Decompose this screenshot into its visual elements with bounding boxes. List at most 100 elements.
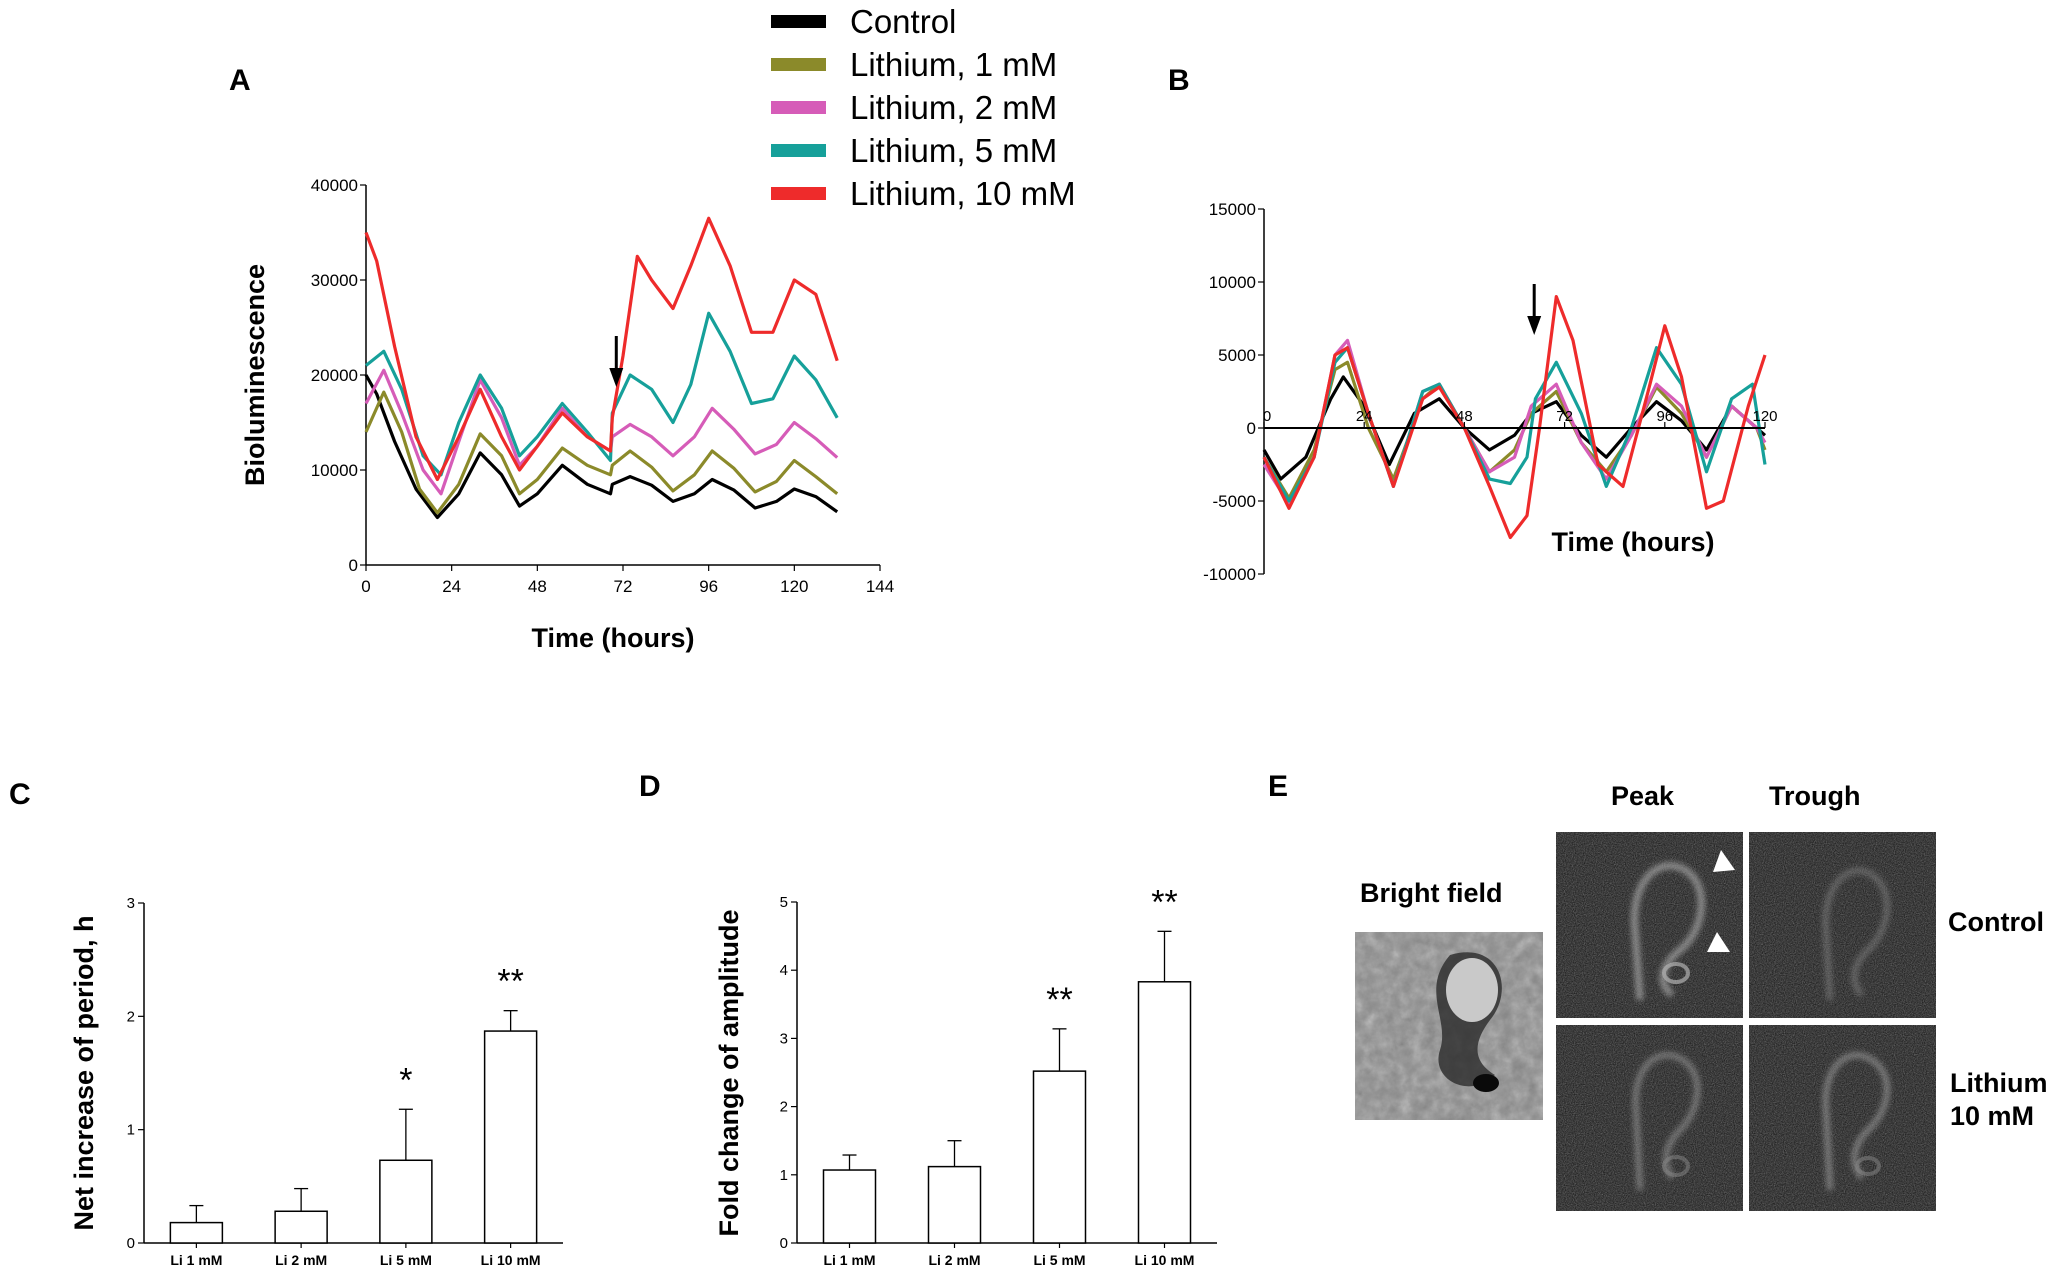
legend-label: Lithium, 1 mM <box>850 46 1057 83</box>
category-label: Li 5 mM <box>1033 1252 1085 1268</box>
x-tick-label: 48 <box>528 577 547 596</box>
legend-swatch <box>771 101 826 114</box>
treatment-arrowhead <box>609 368 624 387</box>
bar <box>169 1221 224 1244</box>
x-tick-label: 24 <box>442 577 461 596</box>
bar <box>483 1030 538 1244</box>
y-tick-label: 3 <box>127 895 135 912</box>
bright-field-image <box>1355 932 1543 1120</box>
arrowhead-marker <box>1713 850 1735 872</box>
legend-swatch <box>771 187 826 200</box>
y-tick-label: -10000 <box>1203 565 1256 584</box>
legend-label: Lithium, 5 mM <box>850 132 1057 169</box>
lithium-row-label: Lithium <box>1950 1068 2047 1098</box>
y-tick-label: 1 <box>127 1122 135 1139</box>
legend-swatch <box>771 15 826 28</box>
panel-letter-e: E <box>1268 770 1288 803</box>
x-axis-label: Time (hours) <box>1551 527 1714 557</box>
y-tick-label: 10000 <box>311 461 358 480</box>
y-tick-label: 20000 <box>311 366 358 385</box>
bar <box>379 1159 433 1244</box>
panel-letter-d: D <box>639 770 661 803</box>
x-tick-label: 0 <box>361 577 370 596</box>
peak-label: Peak <box>1611 781 1675 811</box>
category-label: Li 5 mM <box>380 1252 432 1268</box>
legend-label: Lithium, 10 mM <box>850 175 1076 212</box>
arrowhead-marker <box>1707 932 1730 952</box>
x-tick-label: 120 <box>1752 408 1777 425</box>
legend: Control Lithium, 1 mM Lithium, 2 mM Lithium… <box>771 3 1076 212</box>
y-tick-label: 5 <box>780 894 788 911</box>
y-tick-label: 0 <box>127 1235 135 1252</box>
legend-swatch <box>771 144 826 157</box>
bar <box>1032 1070 1087 1244</box>
y-tick-label: 0 <box>1247 419 1256 438</box>
significance-marker: * <box>399 1061 412 1099</box>
x-axis-label: Time (hours) <box>531 623 694 653</box>
bar <box>822 1169 877 1244</box>
category-label: Li 2 mM <box>275 1252 327 1268</box>
y-tick-label: 4 <box>780 962 788 979</box>
x-tick-label: 24 <box>1356 408 1373 425</box>
y-tick-label: 2 <box>127 1008 135 1025</box>
bar <box>274 1210 328 1244</box>
series-line <box>364 374 839 520</box>
treatment-arrowhead <box>1527 316 1542 335</box>
y-tick-label: 30000 <box>311 271 358 290</box>
significance-marker: ** <box>497 963 523 1001</box>
panel-e: Bright field Peak Trough Control Lithium… <box>1355 781 2047 1211</box>
y-tick-label: 40000 <box>311 176 358 195</box>
legend-swatch <box>771 58 826 71</box>
y-tick-label: -5000 <box>1213 492 1256 511</box>
x-tick-label: 0 <box>1263 408 1271 425</box>
legend-label: Control <box>850 3 956 40</box>
lithium-concentration-label: 10 mM <box>1950 1101 2034 1131</box>
panel-letter-c: C <box>9 778 31 811</box>
image-lithium-trough <box>1749 1025 1936 1211</box>
x-tick-label: 96 <box>1656 408 1673 425</box>
x-tick-label: 48 <box>1456 408 1473 425</box>
y-tick-label: 10000 <box>1209 273 1256 292</box>
y-tick-label: 0 <box>780 1235 788 1252</box>
category-label: Li 2 mM <box>928 1252 980 1268</box>
y-axis-label: Bioluminescence <box>240 264 270 486</box>
series-line <box>1262 295 1767 540</box>
category-label: Li 10 mM <box>481 1252 541 1268</box>
bright-field-label: Bright field <box>1360 878 1503 908</box>
panel-letter-b: B <box>1168 64 1190 97</box>
category-label: Li 1 mM <box>823 1252 875 1268</box>
series-line <box>364 390 839 515</box>
panel-letter-a: A <box>229 64 251 97</box>
chart-c: 0 1 2 3 Li 1 mM Li 2 mM Li 5 mM * Li 10 mM ** Net … <box>69 895 563 1268</box>
image-control-peak <box>1556 832 1743 1018</box>
x-tick-label: 72 <box>1556 408 1573 425</box>
category-label: Li 1 mM <box>170 1252 222 1268</box>
y-tick-label: 1 <box>780 1167 788 1184</box>
category-label: Li 10 mM <box>1135 1252 1195 1268</box>
y-tick-label: 0 <box>349 556 358 575</box>
chart-b: -10000 -5000 0 5000 10000 15000 0 24 48 72 96 120 Ti… <box>1203 200 1777 584</box>
y-axis-label: Net increase of period, h <box>69 915 99 1230</box>
chart-a: 0 10000 20000 30000 40000 0 24 48 72 96 120 144 Biol… <box>240 176 894 653</box>
x-tick-label: 120 <box>780 577 808 596</box>
x-tick-label: 72 <box>614 577 633 596</box>
image-control-trough <box>1749 832 1936 1018</box>
significance-marker: ** <box>1046 981 1072 1019</box>
trough-label: Trough <box>1769 781 1860 811</box>
control-row-label: Control <box>1948 907 2044 937</box>
x-tick-label: 144 <box>866 577 894 596</box>
significance-marker: ** <box>1151 883 1177 921</box>
image-lithium-peak <box>1556 1025 1743 1211</box>
bar <box>927 1165 982 1244</box>
y-tick-label: 5000 <box>1218 346 1256 365</box>
series-line <box>364 216 839 482</box>
bar <box>1137 981 1192 1244</box>
y-tick-label: 3 <box>780 1030 788 1047</box>
y-tick-label: 15000 <box>1209 200 1256 219</box>
y-tick-label: 2 <box>780 1099 788 1116</box>
chart-d: 0 1 2 3 4 5 Li 1 mM Li 2 mM Li 5 mM ** Li 10 mM ** F… <box>714 883 1217 1268</box>
y-axis-label: Fold change of amplitude <box>714 909 744 1236</box>
legend-label: Lithium, 2 mM <box>850 89 1057 126</box>
x-tick-label: 96 <box>699 577 718 596</box>
